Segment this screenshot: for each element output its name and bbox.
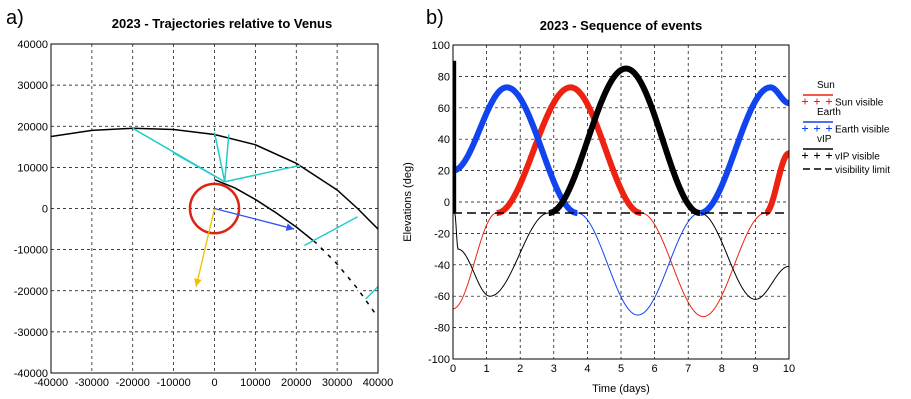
x-tick-label: 40000 — [363, 377, 394, 389]
panel-b-letter: b) — [426, 7, 444, 29]
venus-circle — [188, 182, 241, 235]
series-visible-segment — [548, 65, 701, 216]
y-tick-label: -100 — [428, 354, 450, 366]
y-tick-label: 10000 — [17, 162, 48, 174]
x-tick-label: -40000 — [34, 377, 68, 389]
cyan-segment — [173, 152, 226, 183]
y-tick-label: 0 — [444, 197, 450, 209]
panel-b-clipped-group — [453, 60, 789, 318]
y-tick-label: -60 — [434, 291, 450, 303]
x-tick-label: 4 — [584, 363, 590, 375]
series-visible-segment — [764, 150, 789, 216]
trajectories-panel: a) 2023 - Trajectories relative to Venus… — [6, 7, 393, 389]
y-tick-label: 0 — [42, 204, 48, 216]
y-tick-label: 60 — [438, 103, 450, 115]
series-visible-segment — [453, 84, 578, 216]
x-tick-label: 10000 — [240, 377, 271, 389]
y-tick-label: -80 — [434, 323, 450, 335]
x-tick-label: -20000 — [116, 377, 150, 389]
cyan-segment — [213, 132, 226, 182]
legend-label: Earth visible — [835, 125, 890, 136]
panel-b-plot-frame — [452, 44, 790, 360]
x-tick-label: 2 — [517, 363, 523, 375]
cyan-segment — [304, 216, 358, 247]
panel-a-grid — [51, 44, 378, 373]
x-tick-label: 1 — [484, 363, 490, 375]
y-tick-label: -40000 — [14, 368, 48, 380]
legend-label: vIP visible — [835, 152, 880, 163]
y-tick-label: 80 — [438, 71, 450, 83]
y-tick-label: 20000 — [17, 121, 48, 133]
panel-a-plot-frame — [50, 43, 379, 374]
x-tick-label: -10000 — [156, 377, 190, 389]
legend-label: Earth — [817, 107, 841, 118]
y-tick-label: 40 — [438, 134, 450, 146]
x-tick-label: -30000 — [75, 377, 109, 389]
legend-label: Sun visible — [835, 98, 884, 109]
panel-a-title: 2023 - Trajectories relative to Venus — [112, 16, 332, 31]
y-tick-label: -40 — [434, 260, 450, 272]
blue-arrow — [214, 207, 295, 231]
x-tick-label: 0 — [211, 377, 217, 389]
series-visible-segment — [496, 84, 642, 216]
y-tick-label: -20 — [434, 228, 450, 240]
panel-b-xlabel: Time (days) — [592, 383, 650, 395]
y-tick-label: 100 — [432, 40, 450, 52]
y-tick-label: -10000 — [14, 245, 48, 257]
legend-label: Sun — [817, 80, 835, 91]
y-tick-label: 30000 — [17, 80, 48, 92]
y-tick-label: 20 — [438, 166, 450, 178]
sequence-panel: b) 2023 - Sequence of events 0 1 2 3 4 5 6 7 8 9 1… — [402, 7, 890, 395]
x-tick-label: 20000 — [281, 377, 312, 389]
legend-label: visibility limit — [835, 165, 890, 176]
x-tick-label: 9 — [752, 363, 758, 375]
x-tick-label: 0 — [450, 363, 456, 375]
y-tick-label: -20000 — [14, 286, 48, 298]
cyan-segment — [224, 164, 301, 183]
panel-b-series — [453, 60, 789, 318]
x-tick-label: 5 — [618, 363, 624, 375]
panel-a-tick-labels: -40000 -30000 -20000 -10000 0 10000 20000 30000… — [14, 39, 394, 389]
panel-a-clipped-group — [51, 127, 378, 319]
x-tick-label: 6 — [652, 363, 658, 375]
outer-trajectory — [51, 127, 378, 230]
legend-label: vIP — [817, 134, 832, 145]
panel-b-grid — [453, 45, 789, 359]
panel-a-letter: a) — [6, 7, 24, 29]
cyan-segment — [365, 286, 378, 300]
x-tick-label: 7 — [685, 363, 691, 375]
panel-b-title: 2023 - Sequence of events — [540, 18, 703, 33]
yellow-arrow — [194, 208, 216, 287]
x-tick-label: 30000 — [322, 377, 353, 389]
y-tick-label: 40000 — [17, 39, 48, 51]
panel-b-ylabel: Elevations (deg) — [402, 162, 414, 242]
x-tick-label: 8 — [719, 363, 725, 375]
inner-trajectory-dash-overlay — [315, 242, 378, 319]
series-visible-segment — [700, 84, 789, 216]
x-tick-label: 3 — [551, 363, 557, 375]
y-tick-label: -30000 — [14, 327, 48, 339]
panel-a-series — [51, 127, 378, 319]
panel-b-tick-labels: 0 1 2 3 4 5 6 7 8 9 10 -100 -80 -60 -40 -20 0 20 40 60 80 100 — [428, 40, 795, 375]
cyan-segment — [223, 134, 230, 182]
x-tick-label: 10 — [783, 363, 795, 375]
